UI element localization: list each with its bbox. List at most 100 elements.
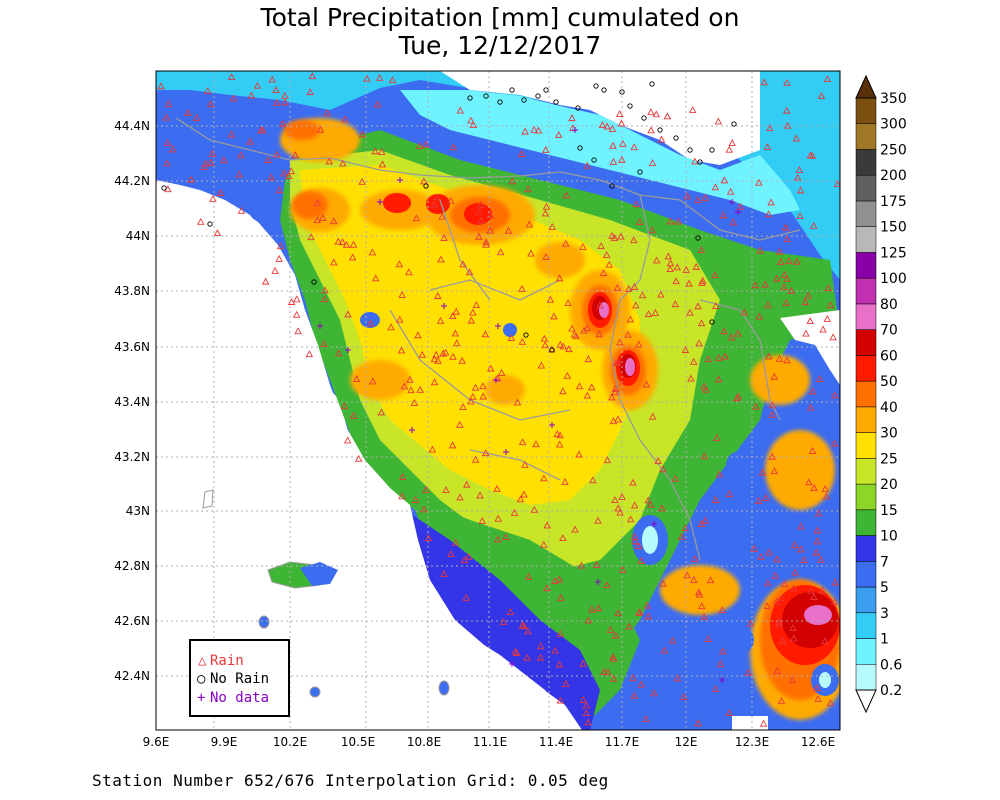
station-no-data-marker [729, 199, 735, 205]
station-no-rain-marker [609, 183, 615, 189]
station-rain-marker [441, 348, 450, 356]
station-rain-marker [579, 242, 587, 250]
station-rain-marker [617, 232, 625, 240]
station-rain-marker [785, 257, 793, 264]
station-rain-marker [711, 684, 720, 692]
y-tick-label: 42.6N [114, 614, 150, 628]
station-rain-marker [630, 532, 639, 540]
station-rain-marker [546, 295, 555, 303]
station-rain-marker [830, 439, 839, 447]
station-rain-marker [780, 270, 789, 278]
station-rain-marker [307, 233, 315, 241]
station-rain-marker [363, 74, 371, 82]
station-rain-marker [340, 402, 349, 410]
x-tick-label: 10.8E [407, 735, 441, 749]
colorbar-swatch [855, 406, 877, 433]
station-rain-marker [595, 330, 604, 338]
station-rain-marker [525, 220, 534, 228]
station-rain-marker [275, 186, 284, 194]
station-rain-marker [330, 258, 338, 266]
station-rain-marker [583, 324, 591, 332]
station-rain-marker [530, 505, 539, 513]
station-rain-marker [584, 718, 592, 726]
station-rain-marker [809, 221, 818, 229]
colorbar-top-arrow [855, 74, 877, 99]
station-rain-marker [664, 252, 673, 260]
station-rain-marker [830, 597, 839, 605]
station-rain-marker [203, 87, 212, 95]
station-rain-marker [796, 212, 804, 219]
station-rain-marker [562, 191, 571, 199]
station-rain-marker [775, 617, 783, 625]
station-rain-marker [806, 317, 814, 325]
station-rain-marker [777, 697, 786, 705]
station-rain-marker [767, 198, 775, 206]
station-rain-marker [216, 189, 225, 196]
station-no-data-marker [509, 661, 515, 667]
colorbar-swatch [855, 303, 877, 330]
station-rain-marker [430, 378, 439, 386]
station-rain-marker [502, 533, 510, 541]
station-rain-marker [569, 124, 577, 132]
station-rain-marker [200, 163, 208, 170]
station-rain-marker [654, 457, 662, 465]
station-rain-marker [592, 561, 601, 568]
station-rain-marker [202, 159, 210, 167]
station-rain-marker [579, 696, 588, 703]
station-rain-marker [613, 283, 622, 291]
station-rain-marker [513, 649, 521, 657]
station-rain-marker [813, 684, 821, 692]
station-rain-marker [349, 411, 358, 419]
station-rain-marker [650, 689, 658, 697]
station-rain-marker [398, 290, 406, 298]
station-no-data-marker [549, 422, 555, 428]
station-rain-marker [648, 412, 657, 420]
station-rain-marker [534, 126, 543, 134]
station-rain-marker [579, 659, 587, 667]
station-rain-marker [698, 602, 706, 610]
station-rain-marker [316, 125, 325, 133]
station-rain-marker [689, 357, 698, 365]
station-rain-marker [778, 637, 787, 644]
y-tick-label: 44N [126, 229, 150, 243]
station-rain-marker [571, 525, 579, 533]
station-rain-marker [477, 216, 485, 224]
station-rain-marker [687, 374, 695, 382]
station-no-data-marker [377, 199, 383, 205]
station-no-rain-marker [601, 87, 607, 93]
footer-station-info: Station Number 652/676 Interpolation Gri… [92, 771, 609, 790]
station-rain-marker [561, 477, 569, 485]
station-rain-marker [754, 496, 763, 504]
colorbar-swatch [855, 97, 877, 124]
station-rain-marker [610, 233, 619, 241]
station-rain-marker [453, 339, 461, 347]
station-markers [157, 72, 840, 727]
colorbar-swatch [855, 561, 877, 588]
station-rain-marker [783, 356, 791, 364]
station-rain-marker [681, 524, 690, 532]
station-rain-marker [630, 501, 639, 509]
station-rain-marker [766, 124, 774, 132]
station-rain-marker [616, 338, 624, 346]
station-rain-marker [292, 295, 301, 303]
station-no-rain-marker [709, 319, 715, 325]
y-tick-label: 43.8N [114, 284, 150, 298]
station-rain-marker [162, 113, 171, 121]
station-rain-marker [271, 266, 279, 274]
station-rain-marker [681, 346, 690, 353]
station-rain-marker [542, 252, 550, 260]
colorbar-label: 300 [880, 117, 907, 133]
station-rain-marker [697, 246, 705, 254]
station-rain-marker [449, 352, 457, 360]
station-rain-marker [388, 76, 397, 84]
station-rain-marker [192, 113, 201, 121]
station-rain-marker [608, 231, 616, 239]
station-rain-marker [817, 555, 825, 563]
station-rain-marker [657, 290, 665, 298]
station-rain-marker [625, 622, 633, 630]
station-rain-marker [802, 329, 810, 337]
station-rain-marker [815, 374, 824, 382]
station-rain-marker [276, 242, 285, 250]
station-rain-marker [432, 350, 440, 358]
station-no-rain-marker [697, 159, 703, 165]
